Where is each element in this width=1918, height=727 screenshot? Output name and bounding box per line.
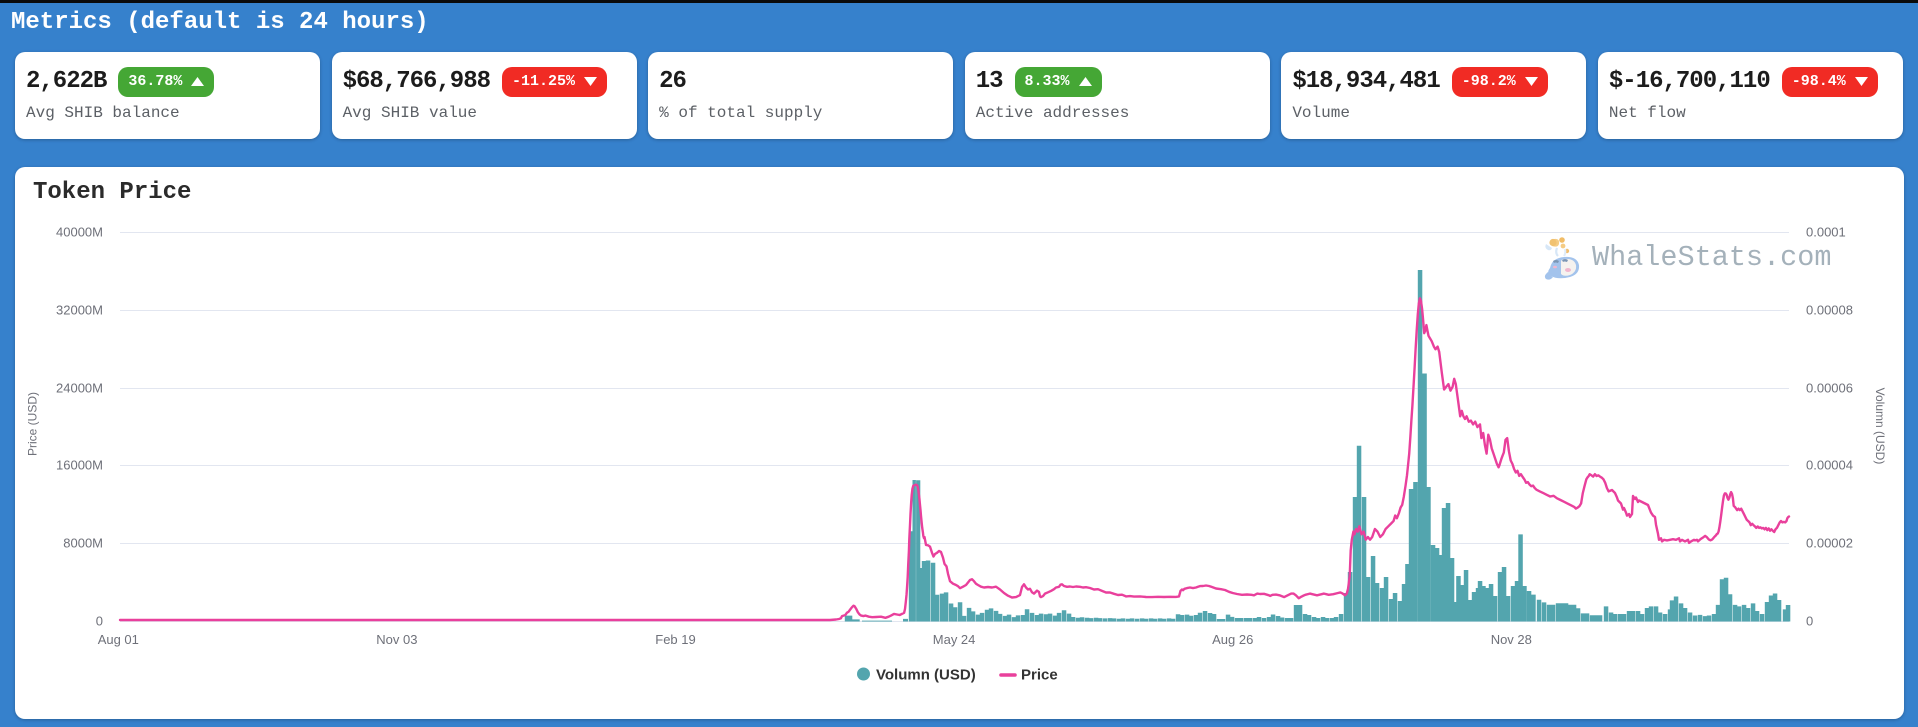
svg-text:Nov 28: Nov 28 <box>1491 632 1532 647</box>
svg-text:Feb 19: Feb 19 <box>655 632 695 647</box>
svg-text:0.00004: 0.00004 <box>1806 458 1853 473</box>
svg-text:0.00006: 0.00006 <box>1806 381 1853 396</box>
svg-text:Aug 01: Aug 01 <box>98 632 139 647</box>
svg-text:0: 0 <box>1806 614 1813 629</box>
svg-text:8000M: 8000M <box>63 536 103 551</box>
svg-text:Nov 03: Nov 03 <box>376 632 417 647</box>
svg-text:0.0001: 0.0001 <box>1806 225 1846 240</box>
svg-text:0.00002: 0.00002 <box>1806 536 1853 551</box>
svg-text:May 24: May 24 <box>933 632 976 647</box>
svg-text:40000M: 40000M <box>56 225 103 240</box>
svg-text:0: 0 <box>96 614 103 629</box>
svg-text:Price (USD): Price (USD) <box>26 392 40 456</box>
svg-text:WhaleStats.com: WhaleStats.com <box>1592 241 1831 274</box>
svg-text:0.00008: 0.00008 <box>1806 303 1853 318</box>
svg-text:16000M: 16000M <box>56 458 103 473</box>
svg-text:32000M: 32000M <box>56 303 103 318</box>
svg-text:Price: Price <box>1021 667 1058 684</box>
svg-text:Aug 26: Aug 26 <box>1212 632 1253 647</box>
svg-text:Volumn (USD): Volumn (USD) <box>876 667 976 684</box>
svg-text:24000M: 24000M <box>56 381 103 396</box>
svg-text:Volumn (USD): Volumn (USD) <box>1873 388 1887 465</box>
